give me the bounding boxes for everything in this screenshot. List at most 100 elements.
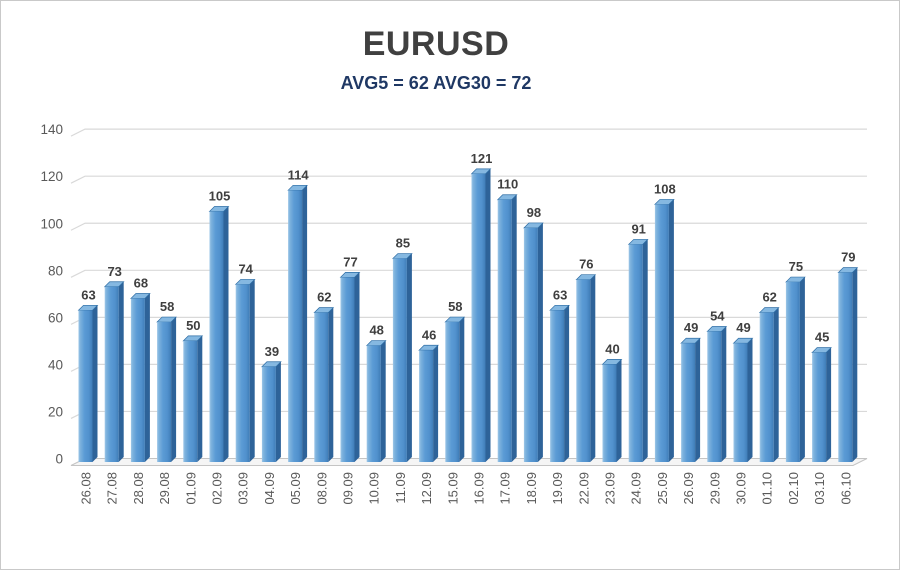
x-tick-label: 29.09 xyxy=(707,472,722,505)
bar-side-face xyxy=(144,293,150,462)
bar xyxy=(576,279,591,462)
bar-side-face xyxy=(197,335,203,462)
x-tick-label: 04.09 xyxy=(262,472,277,505)
bar-side-face xyxy=(118,281,124,462)
bar xyxy=(785,282,800,462)
bar-side-face xyxy=(354,272,360,462)
bar-value-label: 98 xyxy=(527,205,541,220)
x-tick-label: 12.09 xyxy=(419,472,434,505)
x-tick-label: 17.09 xyxy=(498,472,513,505)
bar xyxy=(445,322,460,462)
x-tick-label: 09.09 xyxy=(341,472,356,505)
bar xyxy=(471,173,486,462)
bar xyxy=(497,199,512,462)
y-tick-label: 0 xyxy=(55,452,63,467)
bar-value-label: 73 xyxy=(107,264,121,279)
x-tick-label: 02.10 xyxy=(786,472,801,505)
bar xyxy=(104,286,119,462)
bar-side-face xyxy=(433,345,439,462)
bar-value-label: 39 xyxy=(265,344,279,359)
bar-value-label: 68 xyxy=(134,276,148,291)
bar-side-face xyxy=(406,253,412,462)
x-tick-label: 28.08 xyxy=(131,472,146,505)
bar-group: 46 12.09 xyxy=(418,327,439,505)
bar-group: 105 02.09 xyxy=(209,188,231,504)
bar-group: 108 25.09 xyxy=(654,181,676,504)
bar xyxy=(340,277,355,462)
bar-side-face xyxy=(642,239,648,462)
x-tick-label: 27.08 xyxy=(105,472,120,505)
bar xyxy=(628,244,643,462)
bar-group: 63 26.08 xyxy=(77,287,99,505)
bar-group: 39 04.09 xyxy=(261,344,282,505)
x-tick-label: 02.09 xyxy=(210,472,225,505)
bar-group: 77 09.09 xyxy=(339,254,361,505)
bar xyxy=(261,366,276,462)
bar-side-face xyxy=(564,305,570,462)
bar-side-face xyxy=(537,222,543,462)
bar-side-face xyxy=(852,267,858,462)
bar-value-label: 45 xyxy=(815,330,829,345)
x-tick-label: 19.09 xyxy=(550,472,565,505)
x-tick-label: 05.09 xyxy=(288,472,303,505)
bar-group: 74 03.09 xyxy=(234,261,256,505)
bar-value-label: 74 xyxy=(238,261,253,276)
bar-group: 62 08.09 xyxy=(313,290,335,505)
bar-side-face xyxy=(799,277,805,462)
bar-value-label: 121 xyxy=(471,151,493,166)
bar xyxy=(812,352,827,462)
bar-group: 76 22.09 xyxy=(575,257,597,505)
bar-side-face xyxy=(171,317,177,462)
bar-group: 49 30.09 xyxy=(732,320,754,505)
bar-group: 121 16.09 xyxy=(471,151,493,505)
bar-value-label: 62 xyxy=(762,290,776,305)
x-tick-label: 01.09 xyxy=(183,472,198,505)
bar xyxy=(759,312,774,462)
bar-value-label: 77 xyxy=(343,254,357,269)
bar xyxy=(366,345,381,462)
bar xyxy=(733,343,748,462)
x-tick-label: 01.10 xyxy=(760,472,775,505)
y-tick-label: 120 xyxy=(40,169,63,184)
bar xyxy=(654,204,669,462)
gridline xyxy=(70,175,867,184)
bar-value-label: 40 xyxy=(605,341,619,356)
y-tick-label: 60 xyxy=(48,310,63,325)
bar-group: 114 05.09 xyxy=(287,167,310,505)
bar-value-label: 91 xyxy=(631,221,645,236)
bar-side-face xyxy=(223,206,229,462)
x-tick-label: 16.09 xyxy=(472,472,487,505)
bar-side-face xyxy=(695,338,701,462)
bar-side-face xyxy=(721,326,727,462)
bar xyxy=(235,284,250,462)
bar-side-face xyxy=(590,274,596,462)
x-tick-label: 03.10 xyxy=(812,472,827,505)
bar-group: 40 23.09 xyxy=(601,341,623,505)
y-tick-label: 140 xyxy=(40,122,63,137)
bar-value-label: 50 xyxy=(186,318,200,333)
x-tick-label: 29.08 xyxy=(157,472,172,505)
bar xyxy=(78,310,93,462)
bar-side-face xyxy=(302,185,308,462)
bar-value-label: 58 xyxy=(160,299,174,314)
bar-value-label: 114 xyxy=(288,167,310,182)
x-tick-label: 23.09 xyxy=(603,472,618,505)
y-tick-label: 20 xyxy=(48,404,63,419)
bar-value-label: 49 xyxy=(684,320,698,335)
bar-group: 79 06.10 xyxy=(837,250,859,505)
bar-group: 62 01.10 xyxy=(758,290,780,505)
bar xyxy=(157,322,172,462)
gridline xyxy=(70,222,867,231)
bar-value-label: 63 xyxy=(553,287,567,302)
x-tick-label: 24.09 xyxy=(629,472,644,505)
bar xyxy=(523,227,538,462)
bar-value-label: 48 xyxy=(369,323,383,338)
bar-side-face xyxy=(616,359,622,462)
x-tick-label: 08.09 xyxy=(314,472,329,505)
bar-side-face xyxy=(459,317,465,462)
bar-value-label: 76 xyxy=(579,257,593,272)
bar-group: 48 10.09 xyxy=(365,323,387,505)
x-tick-label: 26.09 xyxy=(681,472,696,505)
bar-group: 98 18.09 xyxy=(523,205,544,505)
bar-value-label: 110 xyxy=(497,177,518,192)
